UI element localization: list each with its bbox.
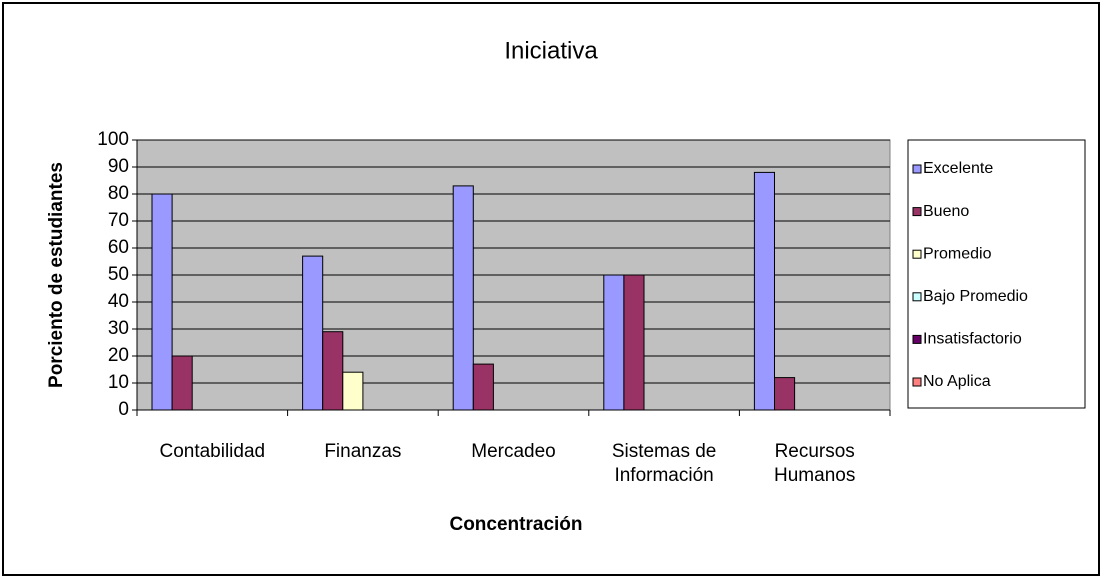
x-tick-label: Recursos Humanos (774, 441, 856, 486)
legend-swatch (912, 292, 922, 302)
y-tick-label: 20 (108, 345, 129, 366)
chart-title: Iniciativa (504, 37, 598, 64)
legend-swatch (912, 207, 922, 217)
y-tick-label: 50 (108, 264, 129, 285)
bar (322, 331, 344, 411)
bar (753, 171, 776, 411)
y-tick-label: 100 (97, 129, 129, 150)
bar (472, 363, 494, 411)
legend-swatch (912, 249, 922, 259)
legend-swatch (912, 164, 922, 174)
legend-label: Excelente (923, 160, 993, 177)
legend-box (907, 139, 1086, 409)
legend-label: Promedio (923, 245, 992, 262)
x-tick-label: Sistemas de Información (611, 441, 717, 486)
bar (623, 274, 645, 411)
bar (452, 185, 474, 411)
legend-label: Insatisfactorio (923, 331, 1022, 348)
x-axis-label: Concentración (449, 514, 582, 535)
legend-label: Bueno (923, 203, 969, 220)
x-tick-label: Contabilidad (159, 441, 266, 462)
x-tick-label: Finanzas (324, 441, 402, 462)
x-tick-label: Mercadeo (471, 441, 556, 462)
bar (774, 377, 796, 411)
y-tick-label: 10 (108, 372, 129, 393)
y-tick-label: 90 (108, 156, 129, 177)
legend-swatch (912, 334, 922, 344)
y-tick-label: 40 (108, 291, 129, 312)
bar (342, 371, 364, 411)
y-tick-label: 80 (108, 183, 129, 204)
legend-swatch (912, 377, 922, 387)
legend-label: Bajo Promedio (923, 288, 1028, 305)
y-tick-label: 60 (108, 237, 129, 258)
bar (302, 255, 324, 411)
y-tick-label: 0 (118, 399, 129, 420)
y-tick-label: 70 (108, 210, 129, 231)
bar (151, 193, 173, 411)
bar (603, 274, 625, 411)
y-axis-label: Porciento de estudiantes (46, 162, 67, 388)
bar (171, 355, 193, 411)
legend-label: No Aplica (923, 373, 991, 390)
y-tick-label: 30 (108, 318, 129, 339)
